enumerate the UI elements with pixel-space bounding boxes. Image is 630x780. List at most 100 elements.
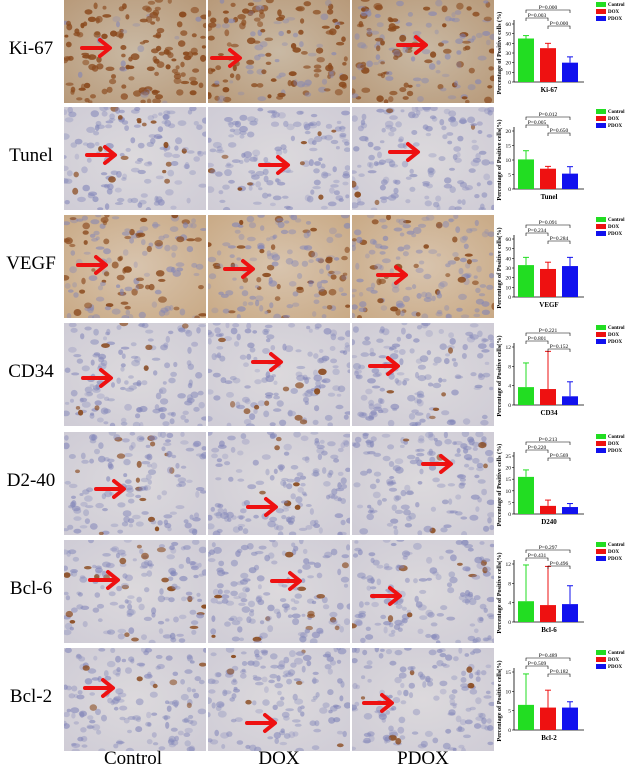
error-bar <box>523 150 529 160</box>
y-tick-label: 10 <box>506 689 512 695</box>
p-value-label: P=0.000 <box>539 5 558 11</box>
legend-label: Control <box>608 218 625 223</box>
row-label-cd34: CD34 <box>8 361 54 382</box>
bar-pdox <box>562 266 578 297</box>
chart-d2-40: Percentage of Positive cells (%) 0 5 10 15 20… <box>496 432 630 537</box>
p-value-label: P=0.569 <box>550 453 569 459</box>
p-value-label: P=0.431 <box>528 553 547 559</box>
p-value-label: P=0.221 <box>539 328 558 334</box>
chart-title: Bcl-6 <box>541 626 557 634</box>
legend-swatch <box>596 2 606 7</box>
micrograph-bcl-6-pdox <box>352 540 494 643</box>
micrograph-tunel-pdox <box>352 107 494 210</box>
legend-label: DOX <box>608 117 620 122</box>
legend-swatch <box>596 116 606 121</box>
legend-label: PDOX <box>608 232 623 237</box>
significance-bracket <box>525 17 549 21</box>
micrograph-ki-67-dox <box>208 0 350 103</box>
legend-swatch <box>596 16 606 21</box>
p-value-label: P=0.284 <box>550 236 569 242</box>
micrograph-tunel-dox <box>208 107 350 210</box>
bar-pdox <box>562 507 578 514</box>
p-value-label: P=0.220 <box>528 445 547 451</box>
micrograph-bcl-6-dox <box>208 540 350 643</box>
chart-cd34: Percentage of Positive cells(%) 0 4 8 12 P=0.… <box>496 323 630 428</box>
significance-bracket <box>525 332 571 336</box>
significance-bracket <box>525 124 549 128</box>
legend-swatch <box>596 231 606 236</box>
y-tick-label: 30 <box>506 51 512 57</box>
error-bar <box>523 469 529 477</box>
y-tick-label: 50 <box>506 247 512 253</box>
arrow-icon <box>368 356 400 376</box>
p-value-label: P=0.509 <box>528 661 547 667</box>
error-bar <box>523 673 529 705</box>
y-tick-label: 60 <box>506 22 512 28</box>
column-label-dox: DOX <box>258 748 300 769</box>
p-value-label: P=0.496 <box>550 561 569 567</box>
micrograph-cd34-control <box>64 323 206 426</box>
legend-label: DOX <box>608 442 620 447</box>
bar-pdox <box>562 173 578 189</box>
legend-swatch <box>596 339 606 344</box>
p-value-label: P=0.000 <box>550 21 569 27</box>
y-tick-label: 0 <box>508 620 511 626</box>
error-bar <box>545 565 551 606</box>
bar-dox <box>540 389 556 405</box>
arrow-icon <box>388 142 420 162</box>
arrow-icon <box>85 145 117 165</box>
legend-swatch <box>596 109 606 114</box>
legend-label: PDOX <box>608 340 623 345</box>
micrograph-ki-67-control <box>64 0 206 103</box>
y-tick-label: 0 <box>508 80 511 86</box>
error-bar <box>523 35 529 39</box>
y-axis-label: Percentage of Positive cells(%) <box>496 119 503 200</box>
y-tick-label: 15 <box>506 477 512 483</box>
arrow-icon <box>81 368 113 388</box>
y-tick-label: 8 <box>508 581 511 587</box>
significance-bracket <box>525 657 571 661</box>
significance-bracket <box>547 673 571 677</box>
y-tick-label: 25 <box>506 454 512 460</box>
chart-title: CD34 <box>540 409 558 417</box>
chart-title: D240 <box>541 518 557 526</box>
y-tick-label: 0 <box>508 512 511 518</box>
y-tick-label: 4 <box>508 384 511 390</box>
arrow-icon <box>83 678 115 698</box>
error-bar <box>545 165 551 169</box>
y-tick-label: 50 <box>506 32 512 38</box>
p-value-label: P=0.297 <box>539 545 558 551</box>
arrow-icon <box>421 454 453 474</box>
y-tick-label: 20 <box>506 276 512 282</box>
micrograph-d2-40-control <box>64 432 206 535</box>
bar-dox <box>540 605 556 622</box>
legend-label: PDOX <box>608 665 623 670</box>
legend-swatch <box>596 549 606 554</box>
micrograph-bcl-2-dox <box>208 648 350 751</box>
legend-label: Control <box>608 110 625 115</box>
y-tick-label: 5 <box>508 709 511 715</box>
arrow-icon <box>251 352 283 372</box>
significance-bracket <box>547 240 571 244</box>
y-tick-label: 15 <box>506 144 512 150</box>
error-bar <box>567 701 573 708</box>
arrow-icon <box>396 35 428 55</box>
error-bar <box>523 362 529 388</box>
row-label-bcl-2: Bcl-2 <box>9 686 53 707</box>
y-tick-label: 0 <box>508 187 511 193</box>
legend-swatch <box>596 556 606 561</box>
legend-swatch <box>596 657 606 662</box>
y-tick-label: 0 <box>508 295 511 301</box>
legend-label: PDOX <box>608 557 623 562</box>
p-value-label: P=0.012 <box>539 112 558 118</box>
arrow-icon <box>245 713 277 733</box>
legend-label: Control <box>608 326 625 331</box>
arrow-icon <box>270 571 302 591</box>
y-tick-label: 40 <box>506 256 512 262</box>
legend-label: Control <box>608 3 625 8</box>
bar-control <box>518 601 534 622</box>
y-axis-label: Percentage of Positive cells(%) <box>496 335 503 416</box>
y-tick-label: 10 <box>506 285 512 291</box>
chart-bcl-6: Percentage of Positive cells(%) 0 4 8 12 P=0.… <box>496 540 630 645</box>
y-axis-label: Percentage of Positive cells (%) <box>496 12 503 95</box>
